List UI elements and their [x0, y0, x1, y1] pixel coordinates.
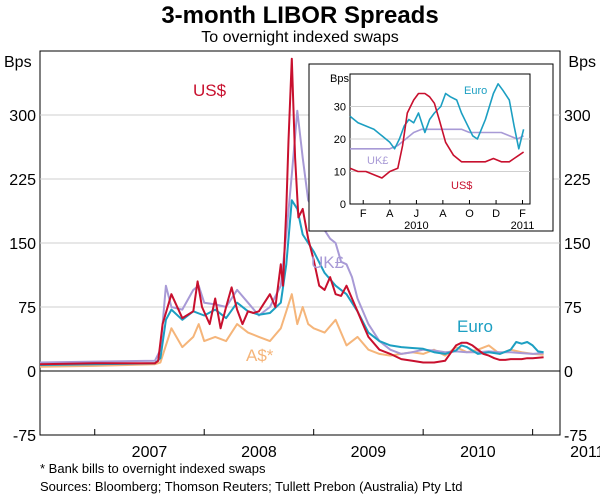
y-tick-left-150: 150	[9, 236, 36, 253]
inset-year-label-2011: 2011	[511, 220, 535, 232]
inset-month-label-6: F	[519, 208, 526, 220]
y-axis-label-left: Bps	[4, 54, 32, 71]
inset-label-euro: Euro	[464, 85, 487, 97]
series-label-euro: Euro	[457, 317, 493, 336]
chart-subtitle: To overnight indexed swaps	[201, 29, 398, 46]
footnote-note: * Bank bills to overnight indexed swaps	[40, 461, 266, 476]
y-tick-right-75: 75	[564, 300, 582, 317]
y-tick-right-0: 0	[564, 364, 573, 381]
inset-y-tick-0: 0	[340, 199, 346, 211]
inset-y-axis-label: Bps	[330, 73, 349, 85]
inset-month-label-1: A	[386, 208, 394, 220]
y-tick-left-300: 300	[9, 108, 36, 125]
chart-title: 3-month LIBOR Spreads	[161, 2, 438, 29]
y-tick-left-0: 0	[27, 364, 36, 381]
inset-y-tick-10: 10	[334, 167, 346, 179]
inset-y-tick-30: 30	[334, 102, 346, 114]
y-tick-left-75: 75	[18, 300, 36, 317]
inset-series-line-us	[349, 92, 525, 179]
x-tick-2007: 2007	[132, 444, 168, 461]
y-axis-label-right: Bps	[568, 54, 596, 71]
inset-y-tick-20: 20	[334, 134, 346, 146]
inset-month-label-0: F	[360, 208, 367, 220]
series-label-aud: A$*	[246, 346, 274, 365]
inset-series-line-euro	[349, 83, 525, 150]
footnote-sources: Sources: Bloomberg; Thomson Reuters; Tul…	[40, 479, 462, 494]
inset-label-uk: UK£	[367, 155, 388, 167]
series-label-us: US$	[193, 81, 227, 100]
x-tick-2008: 2008	[241, 444, 277, 461]
inset-month-label-3: A	[439, 208, 447, 220]
x-tick-2010: 2010	[460, 444, 496, 461]
series-line-us	[39, 57, 544, 366]
inset-month-label-2: J	[414, 208, 420, 220]
x-tick-2011: 2011	[570, 444, 600, 461]
main-series-lines	[39, 57, 544, 368]
series-line-euro	[39, 199, 544, 366]
x-tick-2009: 2009	[351, 444, 387, 461]
inset-series-lines	[349, 83, 525, 179]
inset-series-line-uk	[350, 128, 524, 150]
series-label-uk: UK£	[311, 253, 345, 272]
y-tick-left-225: 225	[9, 172, 36, 189]
y-tick-right-300: 300	[564, 108, 591, 125]
y-tick-right-150: 150	[564, 236, 591, 253]
inset-month-label-5: D	[492, 208, 500, 220]
y-tick-right-75: -75	[564, 428, 587, 445]
inset-label-us: US$	[451, 180, 472, 192]
inset-year-label-2010: 2010	[404, 220, 428, 232]
y-tick-right-225: 225	[564, 172, 591, 189]
y-tick-left-75: -75	[13, 428, 36, 445]
inset-month-label-4: O	[465, 208, 474, 220]
inset-tick-labels: 0 10 20 30 F A J A O D F 2010 2011	[334, 102, 535, 233]
main-tick-labels: -75 -75 0 0 75 75 150 150 225 225 300 300 2007 2008 20…	[9, 108, 600, 461]
